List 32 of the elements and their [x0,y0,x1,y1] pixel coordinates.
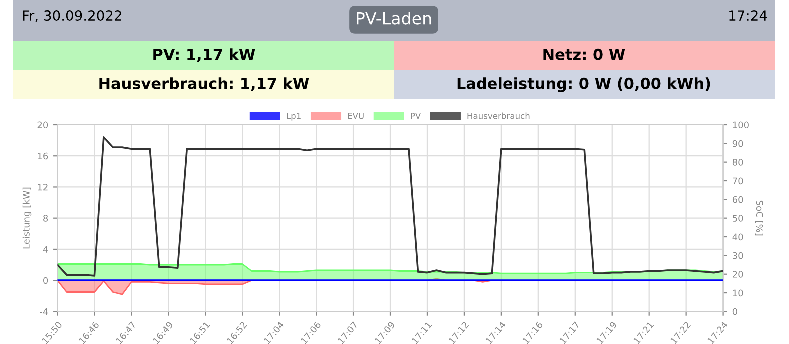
legend-label: PV [411,113,422,120]
y2-tick-label: 30 [733,252,744,260]
text: Fr, 30.09.2022 [23,10,122,22]
y-tick-label: 16 [38,152,48,160]
y2-axis-title: SoC [%] [755,200,764,236]
y2-tick-label: 60 [732,196,744,204]
y2-tick-label: 90 [732,140,744,148]
text: Hausverbrauch: 1,17 kW [100,78,310,92]
text: 17:24 [730,10,768,21]
y2-tick-label: 100 [733,122,749,129]
y-tick-label: 4 [43,246,48,253]
text: Ladeleistung: 0 W (0,00 kWh) [458,78,710,92]
y-tick-label: 12 [38,184,48,191]
y2-tick-label: 40 [732,234,744,241]
y2-tick-label: 70 [733,178,744,185]
y2-tick-label: 20 [732,271,744,278]
y2-tick-label: 10 [733,290,744,297]
legend-label: Lp1 [287,113,301,121]
y-tick-label: -4 [40,308,48,316]
y-tick-label: 20 [38,122,48,129]
y-tick-label: 8 [44,215,48,222]
line-series [58,136,724,277]
legend-label: EVU [348,113,364,120]
y2-tick-label: 0 [732,308,738,316]
y2-tick-label: 80 [732,159,744,166]
text: PV: 1,17 kW [154,48,256,62]
y2-tick-label: 50 [733,215,744,222]
legend-label: Hausverbrauch [468,112,530,120]
text: Netz: 0 W [544,48,626,60]
text: PV-Laden [357,12,432,25]
y-tick-label: 0 [44,277,48,284]
y-axis-title: Leistung [kW] [22,188,32,249]
